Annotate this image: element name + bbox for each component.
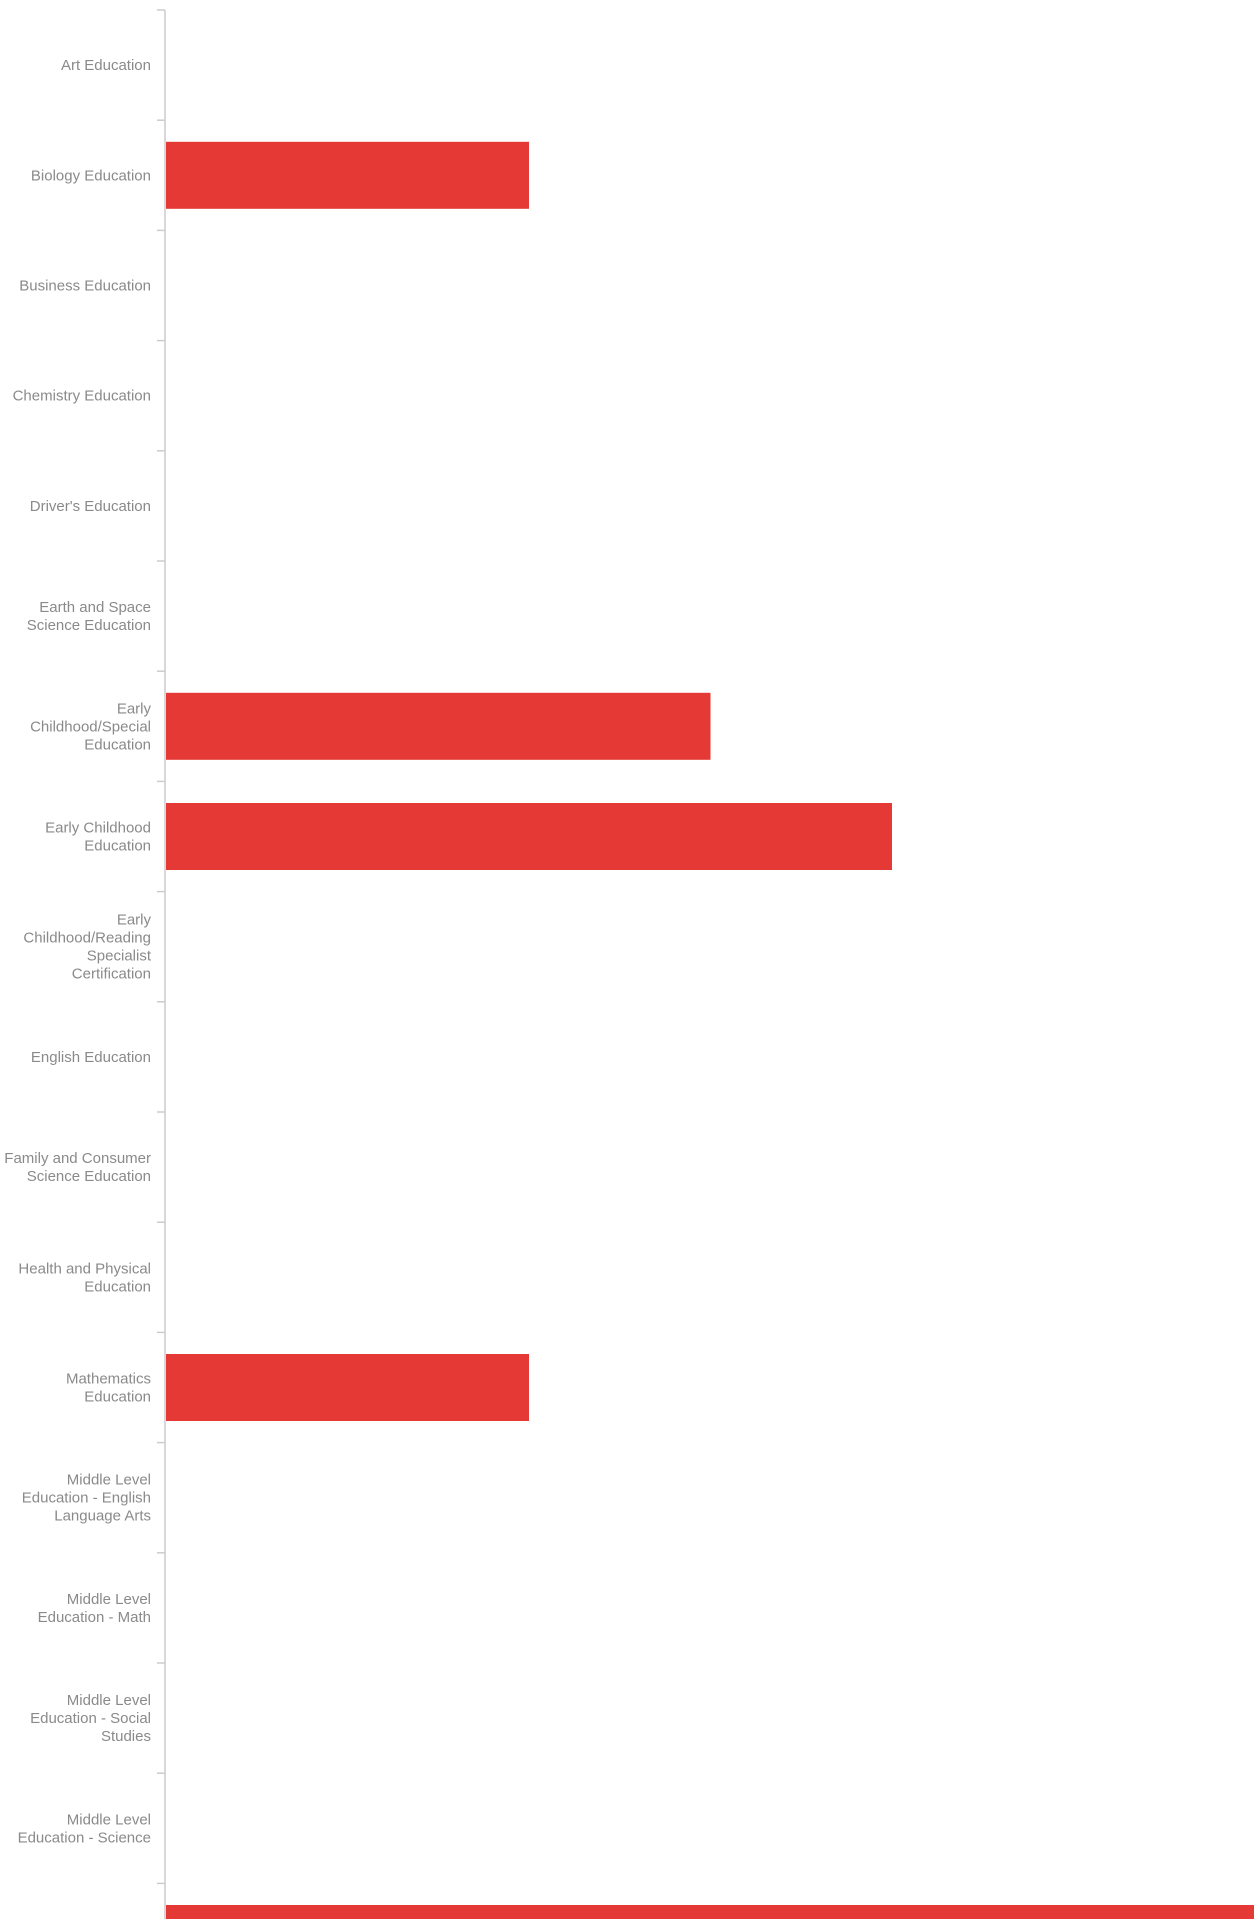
category-labels: Art Education Biology Education Business E… — [4, 57, 152, 1846]
bar — [166, 1905, 1254, 1919]
bar — [166, 1354, 529, 1421]
category-label: Business Education — [19, 278, 151, 295]
category-label: Early Childhood/Reading Specialist Certific… — [23, 912, 151, 983]
category-label: Mathematics Education — [66, 1371, 151, 1406]
category-label: Driver's Education — [30, 498, 151, 515]
category-label: Chemistry Education — [13, 388, 151, 405]
category-label: Middle Level Education - Science — [18, 1811, 151, 1846]
category-label: English Education — [31, 1049, 151, 1066]
bar — [166, 141, 529, 209]
category-label: Early Childhood Education — [45, 820, 151, 855]
category-label: Earth and Space Science Education — [27, 599, 151, 634]
bar — [166, 692, 711, 760]
category-label: Middle Level Education - Math — [38, 1591, 151, 1626]
category-label: Health and Physical Education — [18, 1260, 151, 1295]
category-label: Middle Level Education - English Language … — [22, 1472, 151, 1525]
bar — [166, 803, 892, 870]
category-label: Family and Consumer Science Education — [4, 1150, 151, 1185]
category-label: Early Childhood/Special Education — [30, 700, 151, 753]
y-axis — [157, 9, 166, 1919]
category-label: Middle Level Education - Social Studies — [30, 1692, 151, 1745]
category-label: Biology Education — [31, 167, 151, 184]
bars-group — [166, 141, 1254, 1919]
category-label: Art Education — [61, 57, 151, 74]
